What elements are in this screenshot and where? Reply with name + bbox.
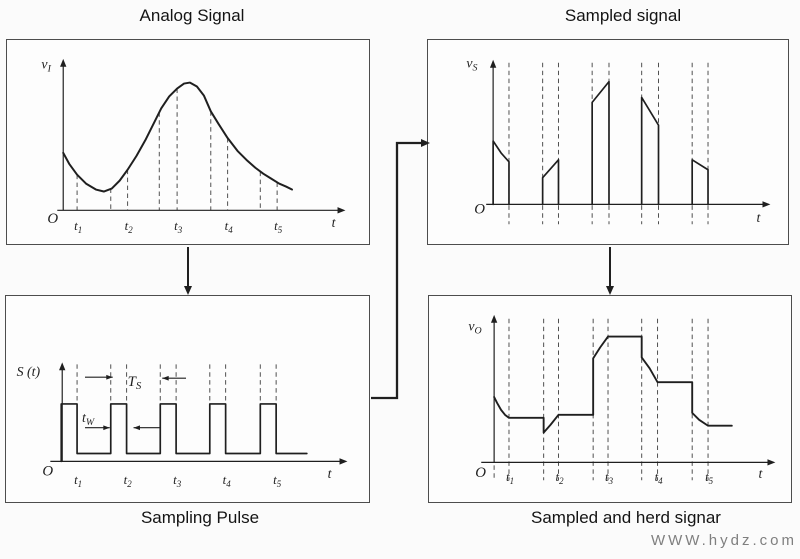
tick-label: t4 bbox=[655, 470, 664, 486]
tick-label: t4 bbox=[225, 219, 234, 235]
origin-label: O bbox=[47, 211, 58, 227]
sampling-pulse-plot: S (t) O t TS tW t1 t2 t3 t4 t5 bbox=[17, 362, 348, 489]
tick-label: t3 bbox=[174, 219, 183, 235]
x-axis-label: t bbox=[332, 215, 337, 230]
tick-label: t4 bbox=[223, 473, 232, 489]
x-axis-arrowhead bbox=[767, 459, 776, 466]
x-axis-arrowhead bbox=[762, 201, 771, 208]
y-axis-arrowhead bbox=[490, 314, 498, 323]
origin-label: O bbox=[474, 201, 485, 217]
y-axis-label: vO bbox=[468, 319, 481, 337]
sample-segment-1 bbox=[492, 140, 510, 206]
y-axis-label: vS bbox=[466, 56, 477, 74]
tick-label: t1 bbox=[74, 219, 82, 235]
sample-and-hold-caption: Sampled and herd signar bbox=[531, 508, 721, 527]
origin-label: O bbox=[42, 463, 53, 479]
analog-signal-title: Analog Signal bbox=[139, 6, 245, 25]
tick-label: t1 bbox=[506, 470, 514, 486]
tick-label: t1 bbox=[74, 473, 82, 489]
period-arrow-left-part-head bbox=[106, 374, 113, 380]
tick-label: t5 bbox=[273, 473, 282, 489]
watermark-text: WWW.hydz.com bbox=[650, 532, 797, 549]
sampled-signal-title: Sampled signal bbox=[564, 6, 682, 25]
y-axis-arrowhead bbox=[489, 59, 497, 68]
sample-and-hold-curve bbox=[493, 335, 733, 434]
analog-signal-plot: vI O t t1 t2 t3 t4 t5 bbox=[41, 57, 346, 235]
y-axis-label: S (t) bbox=[17, 364, 41, 380]
origin-label: O bbox=[475, 465, 486, 481]
x-axis-label: t bbox=[757, 210, 762, 225]
pulse-width-label: tW bbox=[82, 410, 95, 428]
tick-label: t5 bbox=[274, 219, 283, 235]
analog-signal-curve bbox=[62, 81, 293, 193]
arrow-analog-to-pulse-head bbox=[184, 286, 192, 295]
tick-label: t2 bbox=[556, 470, 565, 486]
sampled-signal-plot: vS Ot bbox=[466, 56, 771, 225]
y-axis-label: vI bbox=[41, 57, 51, 75]
tick-label: t2 bbox=[125, 219, 134, 235]
tick-label: t3 bbox=[605, 470, 614, 486]
x-axis-label: t bbox=[759, 466, 764, 481]
pulse-train bbox=[60, 403, 308, 463]
x-axis-arrowhead bbox=[339, 458, 348, 465]
period-label: TS bbox=[128, 374, 142, 392]
sample-segment-5 bbox=[691, 158, 709, 206]
arrow-pulse-to-sampled bbox=[371, 141, 425, 400]
y-axis-arrowhead bbox=[59, 362, 66, 371]
x-axis-label: t bbox=[328, 466, 333, 481]
sample-segment-2 bbox=[541, 158, 560, 206]
tick-label: t2 bbox=[124, 473, 133, 489]
x-axis-arrowhead bbox=[337, 207, 346, 214]
sample-and-hold-plot: vO O t t1 t2 t3 t4 t5 bbox=[468, 314, 776, 486]
arrow-sampled-to-hold-head bbox=[606, 286, 614, 295]
sampling-pulse-caption: Sampling Pulse bbox=[140, 508, 260, 527]
tick-label: t3 bbox=[173, 473, 182, 489]
pulse-width-arrow-right-part-head bbox=[133, 425, 140, 431]
tick-label: t5 bbox=[705, 470, 714, 486]
period-arrow-right-part-head bbox=[162, 375, 169, 381]
sample-segment-4 bbox=[640, 96, 660, 206]
sample-segment-3 bbox=[591, 80, 610, 206]
y-axis-arrowhead bbox=[60, 58, 67, 67]
pulse-width-arrow-left-part-head bbox=[103, 425, 110, 431]
